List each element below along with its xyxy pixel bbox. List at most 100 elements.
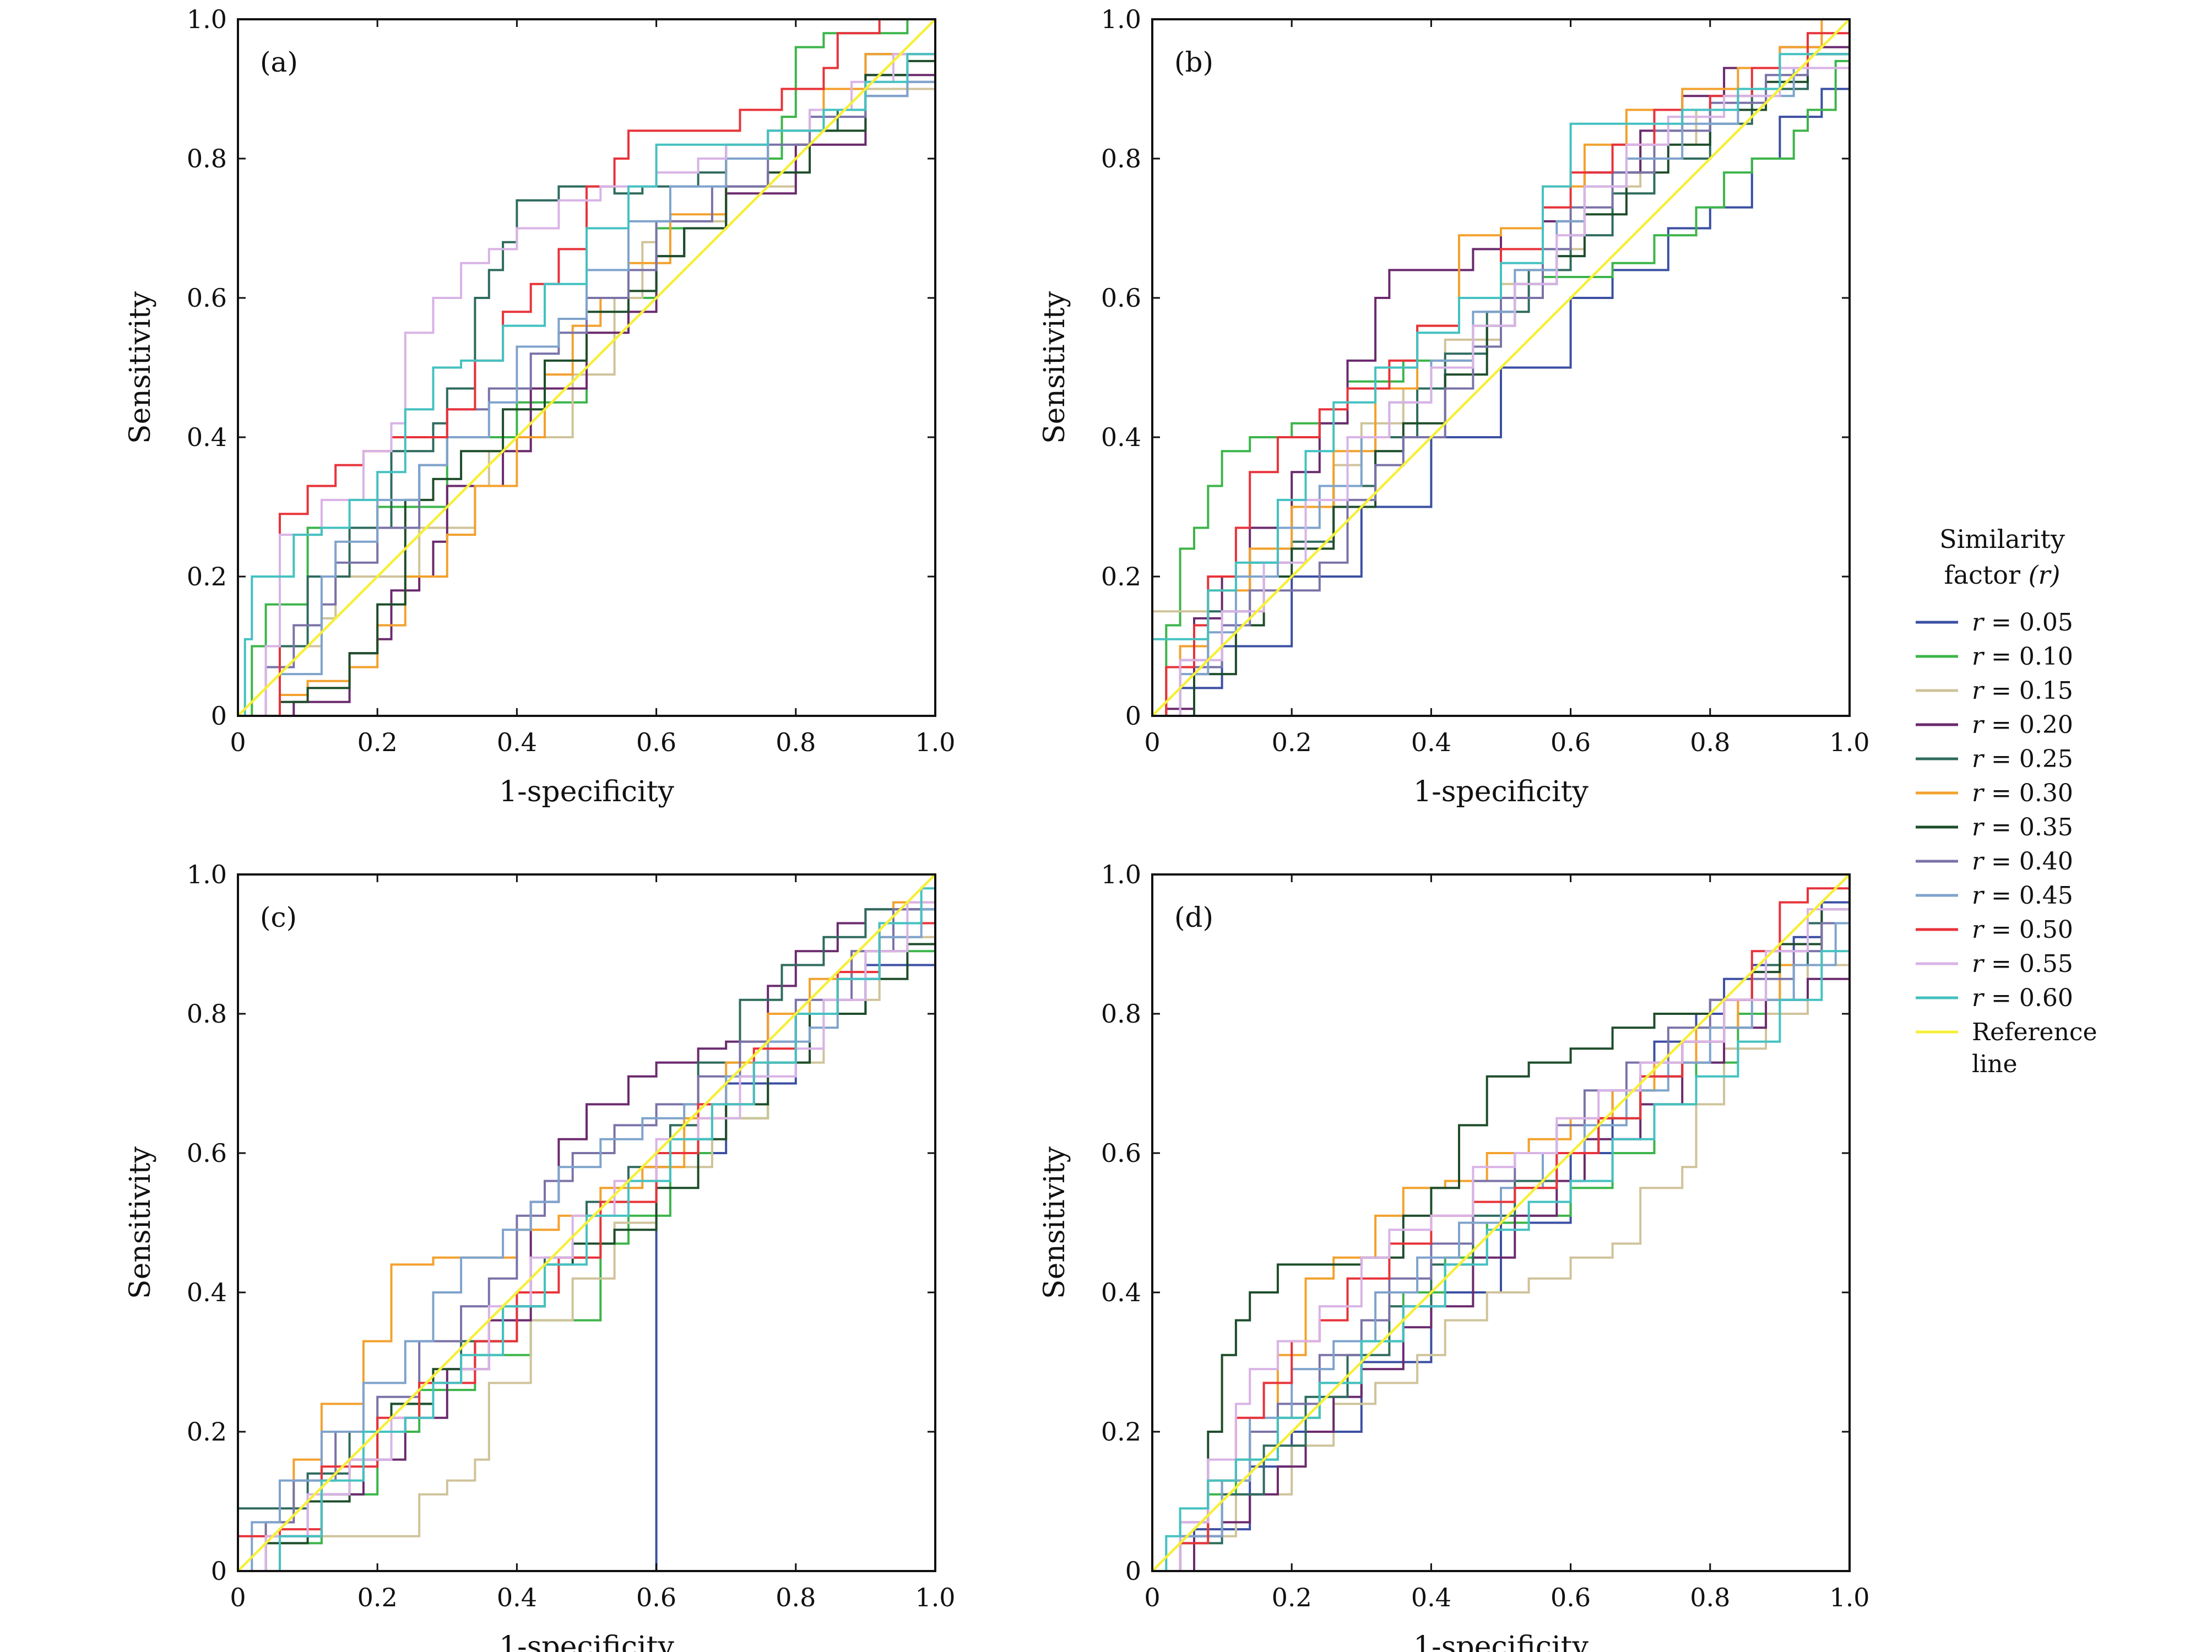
panel-c: 0 0.2 0.4 0.6 0.8 1.0 0 0.2 0.4 0.6 0.8 1.0 1-specif… [124, 860, 956, 1652]
panel-a-xtick-label: 0.6 [636, 727, 676, 757]
panel-a-ytick-label: 0.4 [187, 422, 227, 452]
panel-a-line-r-0-50 [238, 19, 935, 716]
panel-d: 0 0.2 0.4 0.6 0.8 1.0 0 0.2 0.4 0.6 0.8 1.0 1-specif… [1038, 860, 1870, 1652]
panel-d-ytick-label: 0.2 [1101, 1417, 1141, 1447]
panel-c-xlabel: 1-specificity [499, 1631, 674, 1652]
legend-label: line [1972, 1050, 2018, 1078]
panel-b-line-reference-line [1152, 19, 1850, 716]
panel-b-xtick-label: 0.8 [1690, 727, 1730, 757]
panel-a-ylabel: Sensitivity [124, 291, 157, 444]
panel-b-ytick-label: 0.4 [1101, 422, 1141, 452]
panel-d-ytick-label: 0.8 [1101, 999, 1141, 1029]
legend-label: r = 0.35 [1972, 813, 2073, 841]
panel-c-ytick-label: 1.0 [187, 860, 227, 889]
legend-item-r-0-55: r = 0.55 [1916, 950, 2073, 978]
panel-b-xtick-label: 1.0 [1829, 727, 1869, 757]
panel-b-xtick-label: 0.2 [1272, 727, 1312, 757]
panel-c-frame [237, 873, 936, 1572]
panel-d-ytick-label: 0.6 [1101, 1138, 1141, 1168]
panel-c-ytick-label: 0.2 [187, 1417, 227, 1447]
legend-label: r = 0.10 [1972, 643, 2073, 671]
panel-b-xtick-label: 0.6 [1550, 727, 1591, 757]
panel-b-xlabel: 1-specificity [1413, 775, 1588, 808]
panel-a-frame [237, 18, 936, 717]
panel-c-xtick-label: 1.0 [915, 1583, 955, 1612]
panel-b-ytick-label: 0.8 [1101, 144, 1141, 173]
panel-d-line-r-0-55 [1152, 874, 1850, 1571]
legend: Similarity factor (r) r = 0.05 r = 0.10 r = … [1916, 524, 2097, 1078]
legend-label: r = 0.40 [1972, 847, 2073, 876]
legend-label: r = 0.55 [1972, 950, 2073, 978]
panel-d-xtick-label: 0.8 [1690, 1583, 1730, 1612]
legend-item-r-0-35: r = 0.35 [1916, 813, 2073, 841]
legend-label: r = 0.05 [1972, 608, 2073, 637]
legend-subtitle: factor (r) [1944, 560, 2061, 590]
panel-b-line-r-0-60 [1152, 19, 1850, 716]
panel-d-series [1152, 874, 1850, 1571]
panel-a-line-reference-line [238, 19, 935, 716]
legend-item-reference-line: Reference line [1916, 1018, 2097, 1078]
panel-d-xlabel: 1-specificity [1413, 1631, 1588, 1652]
panel-c-line-r-0-60 [238, 874, 935, 1571]
legend-label: r = 0.20 [1972, 711, 2073, 739]
panel-a-ytick-label: 0.2 [187, 562, 227, 591]
panel-b-ytick-label: 0.6 [1101, 283, 1141, 313]
panel-a-ytick-label: 0.6 [187, 283, 227, 313]
panel-b-line-r-0-30 [1152, 19, 1850, 716]
panel-a-xlabel: 1-specificity [499, 775, 674, 808]
panel-a-line-r-0-15 [238, 75, 935, 716]
panels: 0 0.2 0.4 0.6 0.8 1.0 0 0.2 0.4 0.6 0.8 1.0 1-specif… [124, 4, 1870, 1652]
legend-label: r = 0.45 [1972, 882, 2073, 910]
panel-c-label: (c) [260, 901, 297, 933]
panel-d-ytick-label: 0.4 [1101, 1278, 1141, 1307]
panel-b-ytick-label: 0.2 [1101, 562, 1141, 591]
panel-c-ytick-label: 0.4 [187, 1278, 227, 1307]
panel-b-ytick-label: 1.0 [1101, 4, 1141, 34]
legend-label: Reference [1972, 1018, 2097, 1046]
panel-b-frame [1151, 18, 1851, 717]
panel-b-series [1152, 19, 1850, 716]
panel-c-series [238, 874, 935, 1571]
panel-d-xtick-label: 1.0 [1829, 1583, 1869, 1612]
panel-a-label: (a) [260, 46, 298, 78]
panel-a-ytick-label: 1.0 [187, 4, 227, 34]
panel-c-ytick-label: 0.6 [187, 1138, 227, 1168]
panel-b-line-r-0-05 [1152, 54, 1850, 716]
panel-d-xtick-label: 0 [1144, 1583, 1160, 1612]
panel-d-line-reference-line [1152, 874, 1850, 1571]
legend-item-r-0-10: r = 0.10 [1916, 643, 2073, 671]
panel-c-xtick-label: 0.8 [776, 1583, 816, 1612]
panel-d-xtick-label: 0.6 [1550, 1583, 1591, 1612]
panel-a-xtick-label: 0.2 [357, 727, 398, 757]
panel-c-ytick-label: 0.8 [187, 999, 227, 1029]
panel-b-line-r-0-55 [1152, 33, 1850, 716]
panel-c-ylabel: Sensitivity [124, 1146, 157, 1299]
panel-a-xtick-label: 0 [230, 727, 246, 757]
panel-a-xtick-label: 1.0 [915, 727, 955, 757]
panel-b-ytick-label: 0 [1125, 701, 1141, 731]
legend-item-r-0-30: r = 0.30 [1916, 779, 2073, 807]
legend-item-r-0-60: r = 0.60 [1916, 984, 2073, 1012]
panel-c-xtick-label: 0.2 [357, 1583, 398, 1612]
legend-item-r-0-45: r = 0.45 [1916, 882, 2073, 910]
panel-a: 0 0.2 0.4 0.6 0.8 1.0 0 0.2 0.4 0.6 0.8 1.0 1-specif… [124, 4, 956, 808]
legend-title: Similarity [1939, 524, 2065, 554]
panel-d-label: (d) [1174, 901, 1213, 933]
legend-item-r-0-15: r = 0.15 [1916, 677, 2073, 705]
legend-label: r = 0.30 [1972, 779, 2073, 807]
panel-a-ytick-label: 0.8 [187, 144, 227, 173]
panel-d-ytick-label: 1.0 [1101, 860, 1141, 889]
legend-item-r-0-05: r = 0.05 [1916, 608, 2073, 637]
panel-b-label: (b) [1174, 46, 1213, 78]
panel-a-series [238, 19, 935, 716]
panel-b-line-r-0-50 [1152, 19, 1850, 716]
panel-d-frame [1151, 873, 1851, 1572]
panel-c-xtick-label: 0.4 [497, 1583, 537, 1612]
legend-item-r-0-25: r = 0.25 [1916, 745, 2073, 773]
panel-b-ylabel: Sensitivity [1038, 291, 1071, 444]
panel-d-xtick-label: 0.2 [1272, 1583, 1312, 1612]
legend-item-r-0-20: r = 0.20 [1916, 711, 2073, 739]
panel-a-ytick-label: 0 [211, 701, 227, 731]
panel-c-line-reference-line [238, 874, 935, 1571]
